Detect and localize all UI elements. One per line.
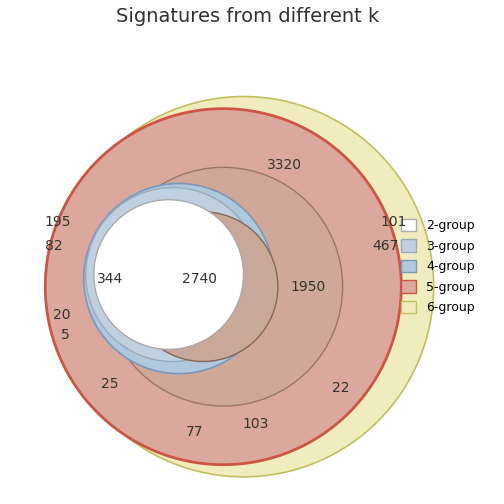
Text: 195: 195 (44, 215, 71, 229)
Text: 2740: 2740 (181, 272, 217, 286)
Circle shape (94, 200, 243, 349)
Text: 467: 467 (372, 239, 398, 253)
Text: 5: 5 (61, 328, 70, 342)
Circle shape (128, 212, 278, 361)
Text: 344: 344 (97, 272, 123, 286)
Text: 82: 82 (44, 239, 62, 253)
Text: 77: 77 (186, 425, 204, 439)
Text: 103: 103 (242, 417, 269, 431)
Text: 101: 101 (380, 215, 406, 229)
Circle shape (53, 97, 433, 477)
Circle shape (45, 109, 401, 465)
Text: 22: 22 (332, 381, 349, 395)
Circle shape (84, 183, 274, 373)
Text: 1950: 1950 (291, 280, 326, 294)
Text: 3320: 3320 (267, 158, 301, 172)
Circle shape (104, 167, 343, 406)
Circle shape (86, 187, 260, 361)
Title: Signatures from different k: Signatures from different k (116, 7, 379, 26)
Text: 25: 25 (101, 377, 119, 391)
Legend: 2-group, 3-group, 4-group, 5-group, 6-group: 2-group, 3-group, 4-group, 5-group, 6-gr… (401, 219, 475, 314)
Text: 20: 20 (53, 308, 70, 322)
